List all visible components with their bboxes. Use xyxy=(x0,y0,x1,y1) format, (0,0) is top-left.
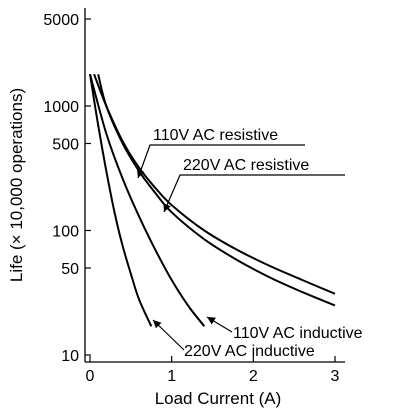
annotation-220v-inductive: 220V AC inductive xyxy=(184,343,315,360)
series-line-110v-ac-inductive xyxy=(89,73,206,327)
y-ticks: 10 50 100 500 1000 5000 xyxy=(43,12,91,365)
annotation-leader-110v-resistive xyxy=(136,144,305,179)
y-tick-label: 50 xyxy=(61,261,79,278)
annotation-110v-resistive: 110V AC resistive xyxy=(153,127,278,144)
x-tick-label: 0 xyxy=(86,368,95,385)
annotations: 110V AC resistive 220V AC resistive 110V… xyxy=(136,127,363,360)
y-tick-label: 500 xyxy=(52,136,79,153)
series-line-220v-ac-resistive xyxy=(97,73,336,307)
x-ticks: 0 1 2 3 xyxy=(86,356,340,385)
x-tick-label: 1 xyxy=(167,368,176,385)
annotation-leader-110v-inductive xyxy=(206,316,233,333)
y-tick-label: 5000 xyxy=(43,12,79,29)
annotation-110v-inductive: 110V AC inductive xyxy=(233,325,363,342)
annotation-leader-220v-resistive xyxy=(163,174,345,213)
y-axis-title: Life (× 10,000 operations) xyxy=(7,88,26,282)
series-line-110v-ac-resistive xyxy=(93,73,336,295)
x-tick-label: 3 xyxy=(331,368,340,385)
series-lines xyxy=(89,73,336,327)
annotation-leader-220v-inductive xyxy=(152,319,185,351)
y-tick-label: 1000 xyxy=(43,99,79,116)
y-tick-label: 100 xyxy=(52,224,79,241)
series-line-220v-ac-inductive xyxy=(89,74,153,327)
y-tick-label: 10 xyxy=(61,348,79,365)
x-tick-label: 2 xyxy=(249,368,258,385)
x-axis-title: Load Current (A) xyxy=(155,389,282,408)
annotation-220v-resistive: 220V AC resistive xyxy=(183,157,309,174)
axes xyxy=(84,8,345,363)
